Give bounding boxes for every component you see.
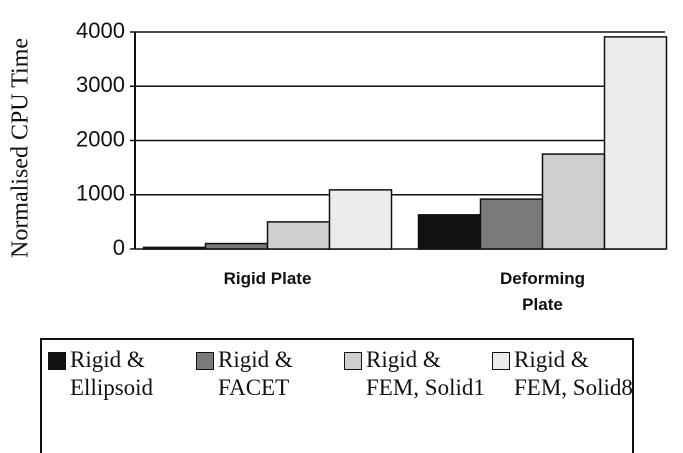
- legend-label: Rigid & FACET: [218, 347, 293, 400]
- bar: [204, 242, 269, 250]
- legend-label: Rigid & FEM, Solid8: [514, 347, 633, 400]
- y-tick-label: 0: [113, 235, 125, 260]
- bar: [266, 221, 331, 250]
- x-tick-label: Rigid Plate: [223, 269, 312, 288]
- x-tick-label: Deforming Plate: [500, 269, 585, 314]
- bar: [142, 246, 207, 250]
- bar: [417, 214, 482, 250]
- legend-label: Rigid & FEM, Solid1: [366, 347, 485, 400]
- y-tick-label: 4000: [76, 18, 125, 43]
- plot: Normalised CPU Time 0 1000 2000 3000 4000: [8, 18, 668, 260]
- legend-label: Rigid & Ellipsoid: [70, 347, 154, 400]
- legend-swatch: [196, 352, 214, 370]
- y-axis-label: Normalised CPU Time: [8, 38, 34, 258]
- bar: [479, 198, 544, 250]
- y-tick-label: 1000: [76, 181, 125, 206]
- legend-swatch: [48, 352, 66, 370]
- y-tick-label: 2000: [76, 126, 125, 151]
- bar: [541, 153, 606, 250]
- bar: [328, 189, 393, 250]
- legend-swatch: [344, 352, 362, 370]
- legend-swatch: [492, 352, 510, 370]
- bar: [603, 36, 668, 250]
- y-tick-label: 3000: [76, 72, 125, 97]
- legend: Rigid & Ellipsoid Rigid & FACET Rigid & FE…: [40, 338, 634, 453]
